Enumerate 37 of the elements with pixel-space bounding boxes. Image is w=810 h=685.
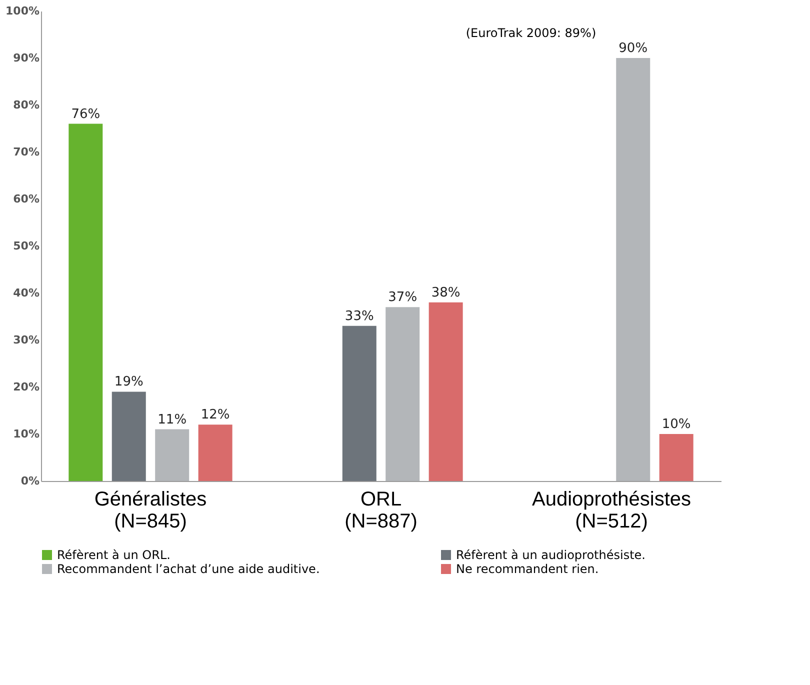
legend-label: Réfèrent à un audioprothésiste. bbox=[456, 548, 646, 562]
bar bbox=[616, 58, 650, 481]
x-tick-label: Audioprothésistes (N=512) bbox=[532, 488, 691, 532]
data-label: 33% bbox=[344, 308, 374, 324]
data-label: 76% bbox=[71, 106, 100, 122]
y-tick-label: 0% bbox=[20, 474, 40, 488]
data-label: 90% bbox=[618, 41, 648, 56]
legend-label: Réfèrent à un ORL. bbox=[57, 548, 170, 562]
bar bbox=[68, 124, 103, 481]
y-tick-label: 60% bbox=[13, 192, 40, 206]
data-label: 37% bbox=[388, 290, 418, 306]
legend-label: Ne recommandent rien. bbox=[456, 562, 599, 576]
y-tick-label: 100% bbox=[6, 4, 40, 18]
y-tick-label: 50% bbox=[13, 240, 40, 252]
legend-label: Recommandent l’achat d’une aide auditive. bbox=[57, 562, 320, 576]
bar bbox=[198, 424, 232, 481]
y-tick-label: 10% bbox=[13, 428, 40, 440]
bar bbox=[428, 302, 463, 481]
bar bbox=[342, 326, 376, 481]
bar bbox=[386, 307, 420, 481]
data-label: 12% bbox=[200, 408, 230, 423]
y-tick-label: 80% bbox=[13, 98, 40, 112]
y-tick-label: 40% bbox=[13, 286, 40, 300]
y-tick-label: 70% bbox=[13, 146, 40, 158]
bar bbox=[155, 429, 190, 481]
bar bbox=[112, 392, 146, 481]
annotation: (EuroTrak 2009: 89%) bbox=[466, 26, 596, 40]
bar bbox=[659, 434, 694, 481]
x-tick-label: ORL (N=887) bbox=[344, 488, 418, 532]
data-label: 19% bbox=[114, 374, 144, 390]
y-tick-label: 90% bbox=[13, 52, 40, 64]
x-tick-label: Généralistes (N=845) bbox=[94, 488, 207, 532]
data-label: 10% bbox=[662, 417, 691, 432]
y-tick-label: 30% bbox=[13, 334, 40, 346]
y-tick-label: 20% bbox=[13, 380, 40, 394]
data-label: 38% bbox=[431, 285, 460, 300]
data-label: 11% bbox=[158, 412, 187, 428]
